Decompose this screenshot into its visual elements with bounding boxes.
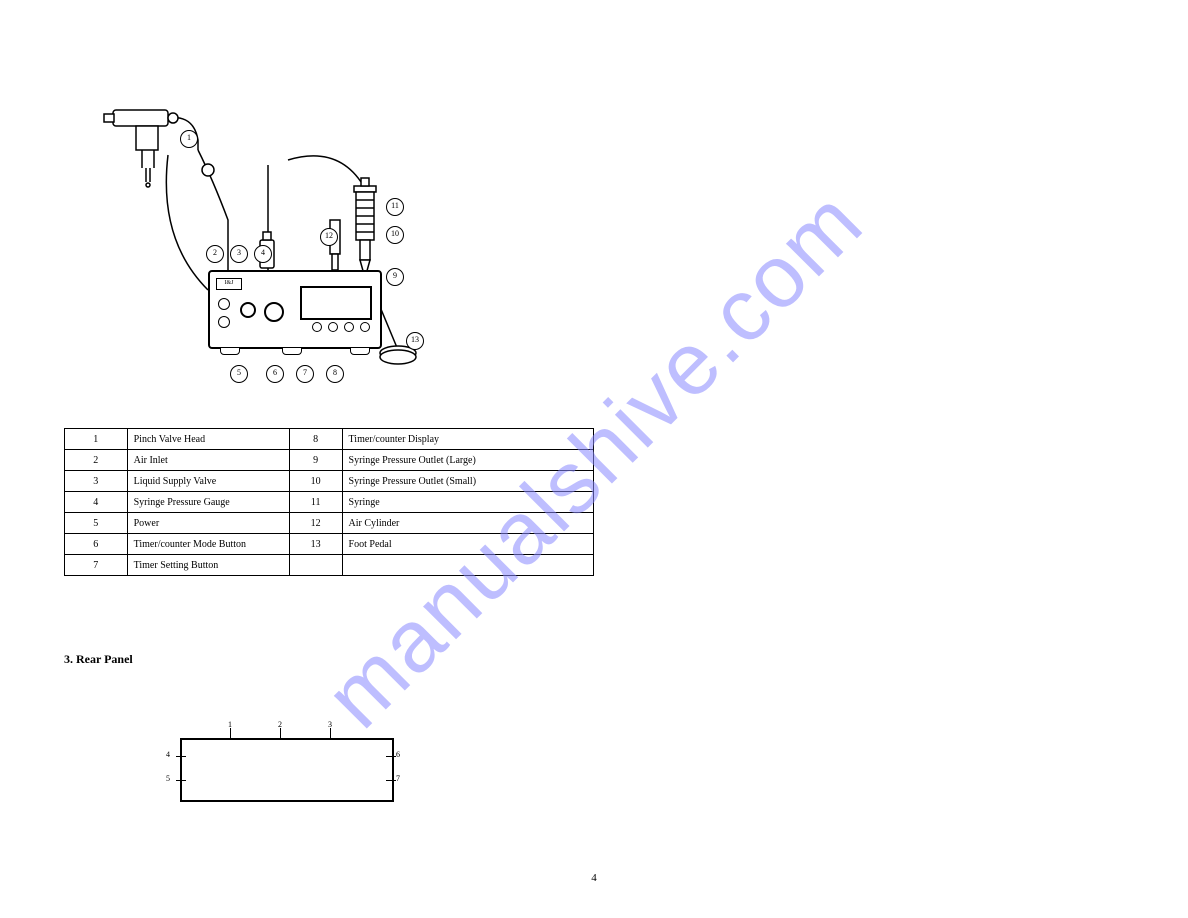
cell: 13: [289, 534, 342, 555]
front-panel-diagram: I&J 1 2 3 4 5 6 7 8 9 10 11 12 13: [98, 90, 428, 400]
cell: Syringe Pressure Outlet (Large): [342, 450, 593, 471]
callout-10: 10: [386, 226, 404, 244]
table-row: 6 Timer/counter Mode Button 13 Foot Peda…: [65, 534, 594, 555]
cell: Syringe Pressure Gauge: [127, 492, 289, 513]
cell: 6: [65, 534, 128, 555]
table-row: 4 Syringe Pressure Gauge 11 Syringe: [65, 492, 594, 513]
rear-label: 6: [396, 750, 400, 759]
callout-7: 7: [296, 365, 314, 383]
reference-table: 1 Pinch Valve Head 8 Timer/counter Displ…: [64, 428, 594, 576]
callout-3: 3: [230, 245, 248, 263]
cell: Syringe Pressure Outlet (Small): [342, 471, 593, 492]
cell: 4: [65, 492, 128, 513]
cell: Liquid Supply Valve: [127, 471, 289, 492]
lcd-display: [300, 286, 372, 320]
cell: Air Cylinder: [342, 513, 593, 534]
cell: Timer Setting Button: [127, 555, 289, 576]
callout-12: 12: [320, 228, 338, 246]
callout-11: 11: [386, 198, 404, 216]
cell: Power: [127, 513, 289, 534]
callout-1: 1: [180, 130, 198, 148]
page-number: 4: [0, 872, 1188, 884]
cell: 8: [289, 429, 342, 450]
cell: 11: [289, 492, 342, 513]
callout-8: 8: [326, 365, 344, 383]
callout-4: 4: [254, 245, 272, 263]
cell: Timer/counter Mode Button: [127, 534, 289, 555]
controller-box: I&J: [208, 270, 382, 349]
callout-5: 5: [230, 365, 248, 383]
table-row: 3 Liquid Supply Valve 10 Syringe Pressur…: [65, 471, 594, 492]
table-row: 1 Pinch Valve Head 8 Timer/counter Displ…: [65, 429, 594, 450]
cell: [342, 555, 593, 576]
cell: 9: [289, 450, 342, 471]
cell: 3: [65, 471, 128, 492]
cell: 2: [65, 450, 128, 471]
callout-6: 6: [266, 365, 284, 383]
callout-13: 13: [406, 332, 424, 350]
cell: 10: [289, 471, 342, 492]
table-row: 5 Power 12 Air Cylinder: [65, 513, 594, 534]
rear-label: 4: [166, 750, 170, 759]
cell: 12: [289, 513, 342, 534]
brand-badge: I&J: [216, 278, 242, 290]
cell: Air Inlet: [127, 450, 289, 471]
rear-label: 5: [166, 774, 170, 783]
cell: Syringe: [342, 492, 593, 513]
cell: Foot Pedal: [342, 534, 593, 555]
cell: 1: [65, 429, 128, 450]
cell: Pinch Valve Head: [127, 429, 289, 450]
cell: Timer/counter Display: [342, 429, 593, 450]
rear-label: 7: [396, 774, 400, 783]
callout-9: 9: [386, 268, 404, 286]
table-row: 7 Timer Setting Button: [65, 555, 594, 576]
cell: 7: [65, 555, 128, 576]
cell: [289, 555, 342, 576]
section-title-rear: 3. Rear Panel: [64, 652, 133, 667]
cell: 5: [65, 513, 128, 534]
table-row: 2 Air Inlet 9 Syringe Pressure Outlet (L…: [65, 450, 594, 471]
callout-2: 2: [206, 245, 224, 263]
rear-panel-diagram: 1 2 3 4 5 6 7: [180, 720, 390, 798]
